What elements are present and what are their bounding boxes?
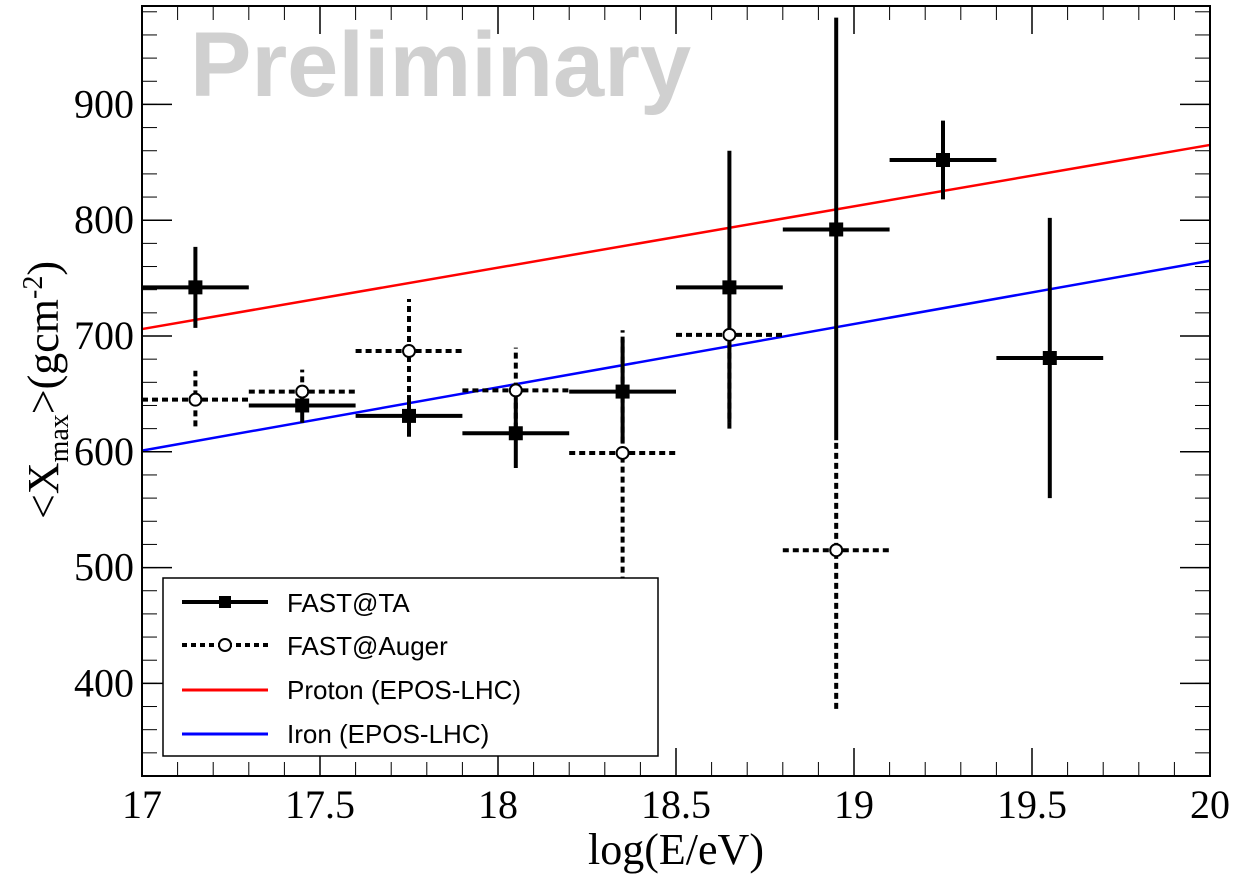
- y-title-suffix: ): [19, 261, 68, 276]
- y-tick-label: 400: [74, 660, 134, 705]
- y-title-mid: >(gcm: [19, 299, 68, 414]
- marker-circle: [829, 543, 844, 558]
- marker-circle: [615, 445, 630, 460]
- marker-circle: [188, 392, 203, 407]
- legend-item-fast-auger: FAST@Auger: [182, 631, 448, 661]
- y-tick-label: 600: [74, 429, 134, 474]
- marker-circle: [295, 384, 310, 399]
- y-tick-label: 500: [74, 545, 134, 590]
- auger-point: [142, 370, 249, 427]
- ta-point: [462, 398, 570, 468]
- ta-point: [996, 217, 1104, 499]
- auger-point: [676, 327, 783, 429]
- auger-point: [782, 440, 890, 709]
- marker-circle: [722, 327, 737, 342]
- legend-item-iron: Iron (EPOS-LHC): [182, 719, 489, 749]
- ta-point: [142, 246, 249, 328]
- legend-item-proton: Proton (EPOS-LHC): [182, 675, 521, 705]
- legend-marker-circle: [218, 638, 232, 652]
- x-tick-label: 18.5: [641, 782, 711, 827]
- legend: FAST@TA FAST@Auger Proton (EPOS-LHC) Iro…: [162, 577, 659, 757]
- marker-square: [188, 280, 203, 295]
- model-line-iron: [141, 259, 1211, 452]
- marker-square: [295, 398, 310, 413]
- marker-square: [722, 280, 737, 295]
- y-axis: 400 500 600 700 800 900: [74, 11, 1210, 754]
- marker-square: [402, 408, 416, 423]
- y-tick-label: 700: [74, 313, 134, 358]
- y-title-sub: max: [44, 414, 75, 462]
- watermark-preliminary: Preliminary: [190, 14, 691, 116]
- x-tick-label: 20: [1190, 782, 1230, 827]
- ta-point: [676, 150, 783, 423]
- legend-label-iron: Iron (EPOS-LHC): [287, 719, 489, 749]
- legend-label-proton: Proton (EPOS-LHC): [287, 675, 521, 705]
- marker-square: [829, 222, 844, 237]
- marker-circle: [508, 383, 523, 398]
- x-tick-label: 18: [478, 782, 518, 827]
- ta-point: [248, 388, 356, 423]
- legend-marker-square: [219, 596, 231, 608]
- legend-item-fast-ta: FAST@TA: [182, 588, 410, 618]
- x-tick-label: 19.5: [997, 782, 1067, 827]
- y-title-prefix: <X: [19, 462, 68, 519]
- y-title-sup: -2: [18, 276, 49, 299]
- auger-point: [248, 369, 356, 413]
- y-tick-label: 900: [74, 81, 134, 126]
- legend-label-fast-auger: FAST@Auger: [287, 631, 448, 661]
- y-tick-label: 800: [74, 197, 134, 242]
- y-axis-title: <Xmax>(gcm-2): [18, 261, 75, 519]
- x-tick-label: 17.5: [285, 782, 355, 827]
- legend-label-fast-ta: FAST@TA: [287, 588, 410, 618]
- ta-point: [782, 17, 890, 441]
- marker-square: [936, 153, 950, 167]
- ta-point: [889, 120, 997, 200]
- marker-square: [508, 426, 523, 441]
- auger-point: [462, 347, 570, 429]
- legend-box: [162, 577, 659, 757]
- x-tick-label: 17: [122, 782, 162, 827]
- plot-area: [141, 17, 1211, 709]
- marker-circle: [402, 344, 416, 359]
- auger-point: [355, 298, 463, 402]
- x-tick-label: 19: [834, 782, 874, 827]
- model-line-proton: [141, 143, 1211, 331]
- auger-point: [569, 330, 676, 583]
- marker-square: [1042, 351, 1057, 365]
- x-axis-title: log(E/eV): [588, 825, 764, 874]
